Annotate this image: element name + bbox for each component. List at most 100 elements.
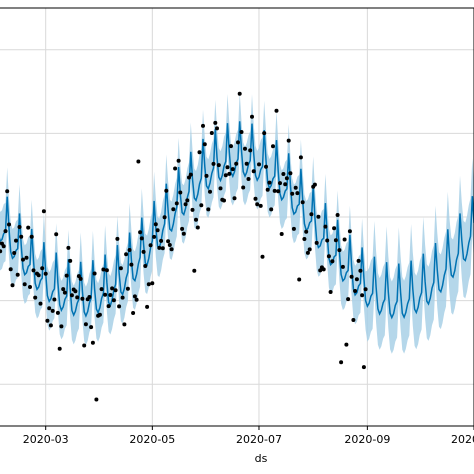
observed-point-166 bbox=[283, 182, 288, 187]
observed-point-144 bbox=[244, 161, 249, 166]
observed-point-127 bbox=[215, 126, 219, 131]
observed-point-105 bbox=[176, 158, 181, 163]
observed-points-group bbox=[0, 91, 368, 402]
observed-point-60 bbox=[97, 312, 102, 317]
observed-point-200 bbox=[342, 237, 347, 242]
observed-point-168 bbox=[286, 138, 291, 143]
observed-point-149 bbox=[253, 196, 258, 201]
observed-point-152 bbox=[258, 203, 263, 208]
observed-point-190 bbox=[325, 238, 330, 243]
observed-point-69 bbox=[113, 288, 118, 293]
observed-point-112 bbox=[188, 172, 193, 177]
observed-point-16 bbox=[21, 257, 25, 262]
x-tick-label-4: 2020-11 bbox=[451, 433, 474, 446]
observed-point-6 bbox=[3, 229, 8, 234]
observed-point-77 bbox=[127, 248, 132, 252]
observed-point-63 bbox=[103, 292, 108, 297]
observed-point-188 bbox=[321, 267, 326, 272]
observed-point-79 bbox=[131, 311, 136, 315]
observed-point-31 bbox=[47, 306, 52, 311]
observed-point-11 bbox=[12, 251, 17, 255]
observed-point-42 bbox=[66, 245, 71, 250]
observed-point-160 bbox=[272, 188, 277, 193]
observed-point-113 bbox=[190, 207, 195, 212]
observed-point-201 bbox=[344, 342, 349, 347]
observed-point-176 bbox=[300, 200, 305, 205]
observed-point-172 bbox=[293, 185, 298, 190]
observed-point-132 bbox=[223, 173, 228, 178]
observed-point-155 bbox=[264, 164, 268, 169]
observed-point-27 bbox=[40, 266, 45, 271]
observed-point-164 bbox=[279, 232, 284, 236]
observed-point-14 bbox=[17, 225, 22, 229]
observed-point-82 bbox=[136, 159, 141, 164]
observed-point-90 bbox=[150, 281, 155, 286]
observed-point-114 bbox=[192, 268, 197, 273]
observed-point-67 bbox=[110, 286, 115, 291]
observed-point-153 bbox=[260, 254, 265, 259]
observed-point-133 bbox=[225, 165, 230, 170]
observed-point-198 bbox=[339, 360, 344, 365]
observed-point-46 bbox=[73, 289, 78, 294]
observed-point-10 bbox=[10, 283, 15, 288]
observed-point-110 bbox=[185, 198, 190, 203]
observed-point-52 bbox=[83, 322, 88, 327]
x-axis-label: ds bbox=[255, 452, 268, 465]
observed-point-72 bbox=[118, 266, 123, 271]
observed-point-116 bbox=[195, 225, 200, 230]
gridlines bbox=[0, 8, 474, 426]
observed-point-62 bbox=[101, 267, 106, 272]
observed-point-55 bbox=[89, 325, 94, 330]
observed-point-93 bbox=[155, 228, 160, 233]
observed-point-135 bbox=[229, 144, 233, 149]
observed-point-203 bbox=[347, 229, 352, 234]
observed-point-106 bbox=[178, 190, 183, 195]
observed-point-87 bbox=[145, 304, 150, 309]
observed-point-88 bbox=[146, 282, 151, 287]
observed-point-103 bbox=[173, 166, 178, 171]
uncertainty-band-group bbox=[0, 92, 474, 354]
observed-point-32 bbox=[48, 323, 53, 328]
observed-point-134 bbox=[227, 171, 232, 176]
observed-point-202 bbox=[346, 297, 351, 302]
observed-point-12 bbox=[14, 238, 18, 243]
observed-point-68 bbox=[111, 298, 116, 303]
observed-point-81 bbox=[134, 297, 139, 302]
observed-point-205 bbox=[351, 318, 356, 322]
observed-point-51 bbox=[82, 343, 87, 348]
observed-point-39 bbox=[61, 287, 66, 292]
observed-point-33 bbox=[50, 308, 55, 313]
plot-frame bbox=[0, 7, 474, 427]
observed-point-117 bbox=[197, 150, 202, 155]
observed-point-142 bbox=[241, 185, 246, 190]
observed-point-21 bbox=[29, 234, 34, 239]
observed-point-161 bbox=[274, 108, 279, 113]
observed-point-179 bbox=[305, 250, 310, 255]
observed-point-197 bbox=[337, 248, 342, 253]
observed-point-195 bbox=[333, 238, 338, 243]
observed-point-170 bbox=[290, 191, 295, 196]
observed-point-138 bbox=[234, 161, 239, 166]
observed-point-26 bbox=[38, 301, 43, 306]
observed-point-104 bbox=[174, 201, 179, 206]
x-tick-label-1: 2020-05 bbox=[129, 433, 175, 446]
observed-point-210 bbox=[360, 293, 365, 298]
observed-point-50 bbox=[80, 296, 85, 301]
observed-point-157 bbox=[267, 180, 272, 185]
observed-point-185 bbox=[316, 214, 321, 219]
observed-point-167 bbox=[284, 176, 289, 181]
observed-point-37 bbox=[57, 346, 62, 351]
observed-point-23 bbox=[33, 295, 38, 300]
observed-point-73 bbox=[120, 295, 125, 300]
observed-point-143 bbox=[243, 146, 247, 151]
observed-point-169 bbox=[288, 171, 293, 176]
observed-point-177 bbox=[302, 237, 307, 241]
observed-point-41 bbox=[64, 273, 69, 278]
observed-point-25 bbox=[36, 273, 41, 278]
observed-point-173 bbox=[295, 191, 300, 196]
observed-point-102 bbox=[171, 207, 176, 212]
observed-point-206 bbox=[353, 289, 358, 293]
observed-point-75 bbox=[124, 252, 129, 257]
observed-point-92 bbox=[153, 222, 158, 227]
observed-point-156 bbox=[265, 187, 270, 192]
